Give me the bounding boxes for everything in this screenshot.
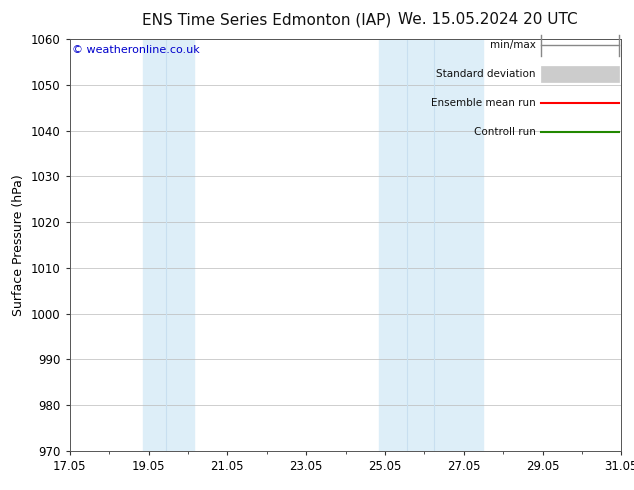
Text: ENS Time Series Edmonton (IAP): ENS Time Series Edmonton (IAP) xyxy=(141,12,391,27)
Text: We. 15.05.2024 20 UTC: We. 15.05.2024 20 UTC xyxy=(398,12,578,27)
Bar xyxy=(541,66,619,82)
Text: min/max: min/max xyxy=(490,40,536,50)
Text: Standard deviation: Standard deviation xyxy=(436,69,536,79)
Text: Controll run: Controll run xyxy=(474,127,536,137)
Bar xyxy=(379,39,483,451)
Y-axis label: Surface Pressure (hPa): Surface Pressure (hPa) xyxy=(13,174,25,316)
Text: © weatheronline.co.uk: © weatheronline.co.uk xyxy=(72,46,200,55)
Text: Ensemble mean run: Ensemble mean run xyxy=(431,98,536,108)
Bar xyxy=(143,39,194,451)
